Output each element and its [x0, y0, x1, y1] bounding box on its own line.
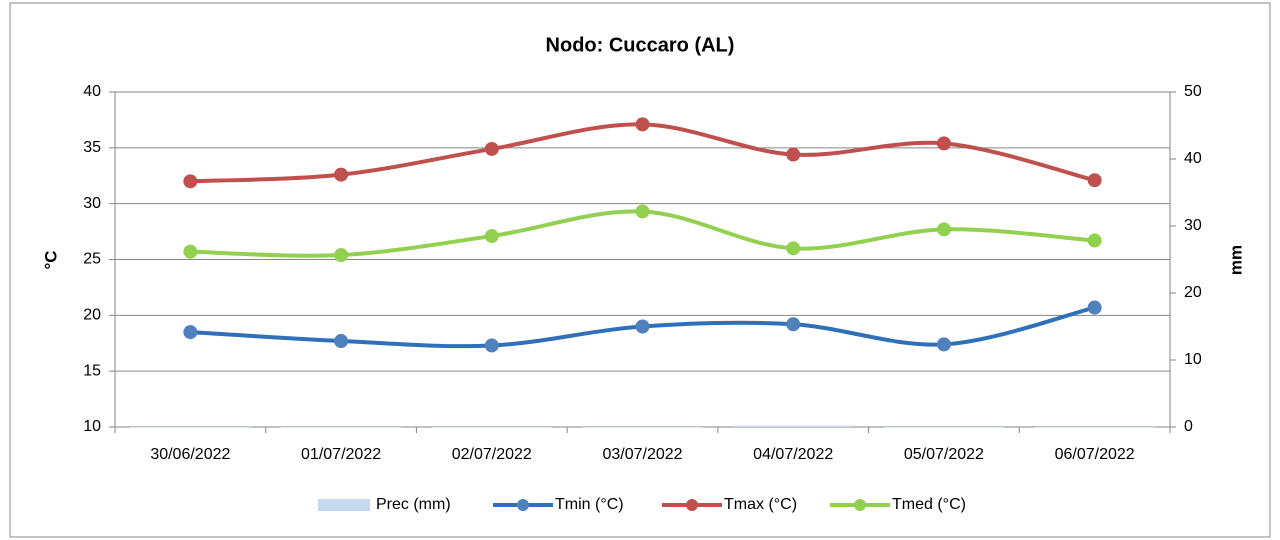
- x-tick-label: 06/07/2022: [1055, 446, 1135, 463]
- marker: [635, 117, 650, 132]
- y-tick-label: 30: [83, 195, 101, 212]
- marker: [635, 204, 650, 219]
- marker: [183, 244, 198, 259]
- y2-axis-title: mm: [1226, 245, 1245, 275]
- marker: [484, 229, 499, 244]
- bar: [130, 427, 251, 428]
- x-tick-label: 02/07/2022: [452, 446, 532, 463]
- marker: [1087, 173, 1102, 188]
- x-tick-label: 05/07/2022: [904, 446, 984, 463]
- marker: [635, 319, 650, 334]
- marker: [183, 174, 198, 189]
- y2-tick-label: 0: [1184, 418, 1193, 435]
- chart-title: Nodo: Cuccaro (AL): [546, 34, 735, 56]
- bar: [582, 427, 703, 428]
- marker: [334, 167, 349, 182]
- x-tick-label: 30/06/2022: [150, 446, 230, 463]
- y2-tick-label: 20: [1184, 284, 1202, 301]
- bar: [280, 427, 402, 428]
- y-tick-label: 25: [83, 251, 101, 268]
- y-tick-label: 20: [83, 307, 101, 324]
- y2-tick-label: 40: [1184, 150, 1202, 167]
- marker: [936, 136, 951, 151]
- y-tick-label: 10: [83, 418, 101, 435]
- legend-marker: [686, 499, 698, 511]
- bar: [883, 427, 1005, 428]
- marker: [484, 141, 499, 156]
- bar: [431, 427, 553, 428]
- marker: [484, 338, 499, 353]
- marker: [334, 334, 349, 349]
- y2-tick-label: 10: [1184, 351, 1202, 368]
- marker: [786, 147, 801, 162]
- legend-swatch: [318, 499, 370, 511]
- y-tick-label: 35: [83, 139, 101, 156]
- x-tick-label: 01/07/2022: [301, 446, 381, 463]
- x-tick-label: 04/07/2022: [753, 446, 833, 463]
- marker: [786, 317, 801, 332]
- y-axis-title: °C: [41, 250, 60, 269]
- marker: [183, 325, 198, 340]
- legend-label: Tmin (°C): [555, 496, 624, 513]
- bar: [732, 425, 854, 427]
- marker: [786, 241, 801, 256]
- legend-marker: [517, 499, 529, 511]
- x-tick-label: 03/07/2022: [602, 446, 682, 463]
- marker: [936, 337, 951, 352]
- bar: [1034, 427, 1155, 428]
- legend-marker: [854, 499, 866, 511]
- y-tick-label: 40: [83, 83, 101, 100]
- legend-label: Tmax (°C): [724, 496, 797, 513]
- legend-label: Tmed (°C): [892, 496, 966, 513]
- y-tick-label: 15: [83, 362, 101, 379]
- marker: [1087, 300, 1102, 315]
- y2-tick-label: 30: [1184, 217, 1202, 234]
- marker: [936, 222, 951, 237]
- marker: [334, 248, 349, 263]
- marker: [1087, 233, 1102, 248]
- y2-tick-label: 50: [1184, 83, 1202, 100]
- legend-label: Prec (mm): [376, 496, 451, 513]
